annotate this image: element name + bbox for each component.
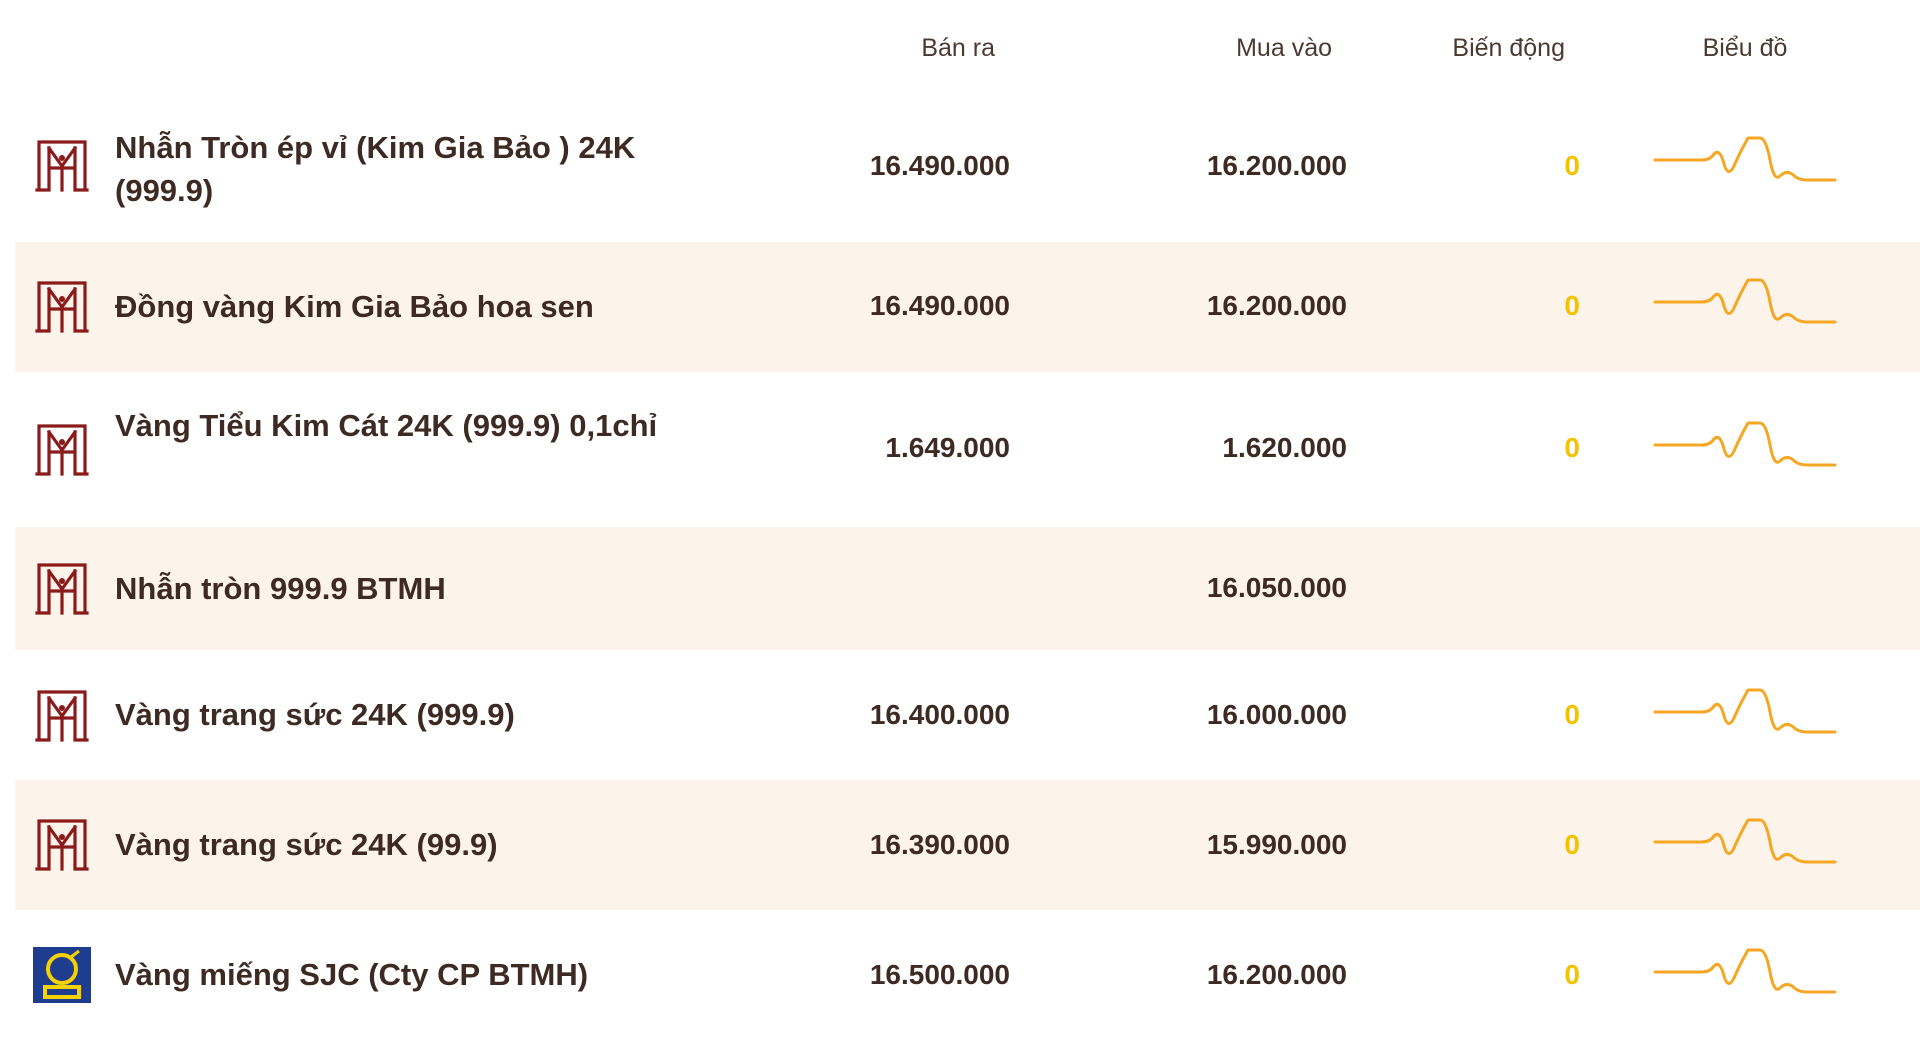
- table-row[interactable]: Vàng Tiểu Kim Cát 24K (999.9) 0,1chỉ 1.6…: [15, 372, 1920, 527]
- table-row[interactable]: Vàng trang sức 24K (99.9) 16.390.000 15.…: [15, 780, 1920, 910]
- btmh-logo-icon: [33, 138, 91, 194]
- sell-price: 16.400.000: [869, 699, 1010, 730]
- product-name: Nhẫn tròn 999.9 BTMH: [115, 571, 446, 606]
- price-change: 0: [1564, 829, 1580, 860]
- table-row[interactable]: Nhẫn tròn 999.9 BTMH 16.050.000: [15, 527, 1920, 650]
- sparkline-chart[interactable]: [1650, 130, 1840, 200]
- product-name: Vàng Tiểu Kim Cát 24K (999.9) 0,1chỉ: [115, 408, 658, 443]
- table-row[interactable]: Vàng miếng SJC (Cty CP BTMH) 16.500.000 …: [15, 910, 1920, 1041]
- btmh-logo-icon: [33, 422, 91, 478]
- product-name: Vàng trang sức 24K (99.9): [115, 827, 498, 862]
- buy-price: 16.000.000: [1206, 699, 1347, 730]
- price-change: 0: [1564, 432, 1580, 463]
- price-change: 0: [1564, 959, 1580, 990]
- sparkline-chart[interactable]: [1650, 812, 1840, 882]
- buy-price: 16.200.000: [1206, 290, 1347, 321]
- product-name: Nhẫn Tròn ép vỉ (Kim Gia Bảo ) 24K (999.…: [115, 130, 636, 208]
- sell-price: 16.490.000: [869, 290, 1010, 321]
- table-row[interactable]: Vàng trang sức 24K (999.9) 16.400.000 16…: [15, 650, 1920, 780]
- product-name: Vàng miếng SJC (Cty CP BTMH): [115, 957, 589, 992]
- header-chart: Biểu đồ: [1702, 34, 1788, 62]
- btmh-logo-icon: [33, 279, 91, 335]
- price-change: 0: [1564, 290, 1580, 321]
- sell-price: 16.390.000: [869, 829, 1010, 860]
- btmh-logo-icon: [33, 688, 91, 744]
- btmh-logo-icon: [33, 561, 91, 617]
- table-header: Bán ra Mua vào Biến động Biểu đồ: [0, 0, 1920, 100]
- price-change: 0: [1564, 699, 1580, 730]
- sparkline-chart[interactable]: [1650, 272, 1840, 342]
- sell-price: 16.490.000: [869, 150, 1010, 181]
- buy-price: 1.620.000: [1222, 432, 1347, 463]
- buy-price: 16.200.000: [1206, 150, 1347, 181]
- sparkline-chart[interactable]: [1650, 682, 1840, 752]
- buy-price: 16.050.000: [1206, 572, 1347, 603]
- sparkline-chart[interactable]: [1650, 415, 1840, 485]
- sparkline-chart[interactable]: [1650, 942, 1840, 1012]
- sell-price: 16.500.000: [869, 959, 1010, 990]
- header-buy: Mua vào: [1236, 34, 1332, 62]
- buy-price: 15.990.000: [1206, 829, 1347, 860]
- buy-price: 16.200.000: [1206, 959, 1347, 990]
- table-row[interactable]: Đồng vàng Kim Gia Bảo hoa sen 16.490.000…: [15, 242, 1920, 372]
- sjc-logo-icon: [33, 947, 91, 1003]
- product-name: Đồng vàng Kim Gia Bảo hoa sen: [115, 289, 594, 324]
- price-change: 0: [1564, 150, 1580, 181]
- header-sell: Bán ra: [921, 34, 995, 62]
- header-change: Biến động: [1452, 34, 1565, 62]
- btmh-logo-icon: [33, 817, 91, 873]
- table-row[interactable]: Nhẫn Tròn ép vỉ (Kim Gia Bảo ) 24K (999.…: [15, 100, 1920, 242]
- product-name: Vàng trang sức 24K (999.9): [115, 697, 515, 732]
- sell-price: 1.649.000: [885, 432, 1010, 463]
